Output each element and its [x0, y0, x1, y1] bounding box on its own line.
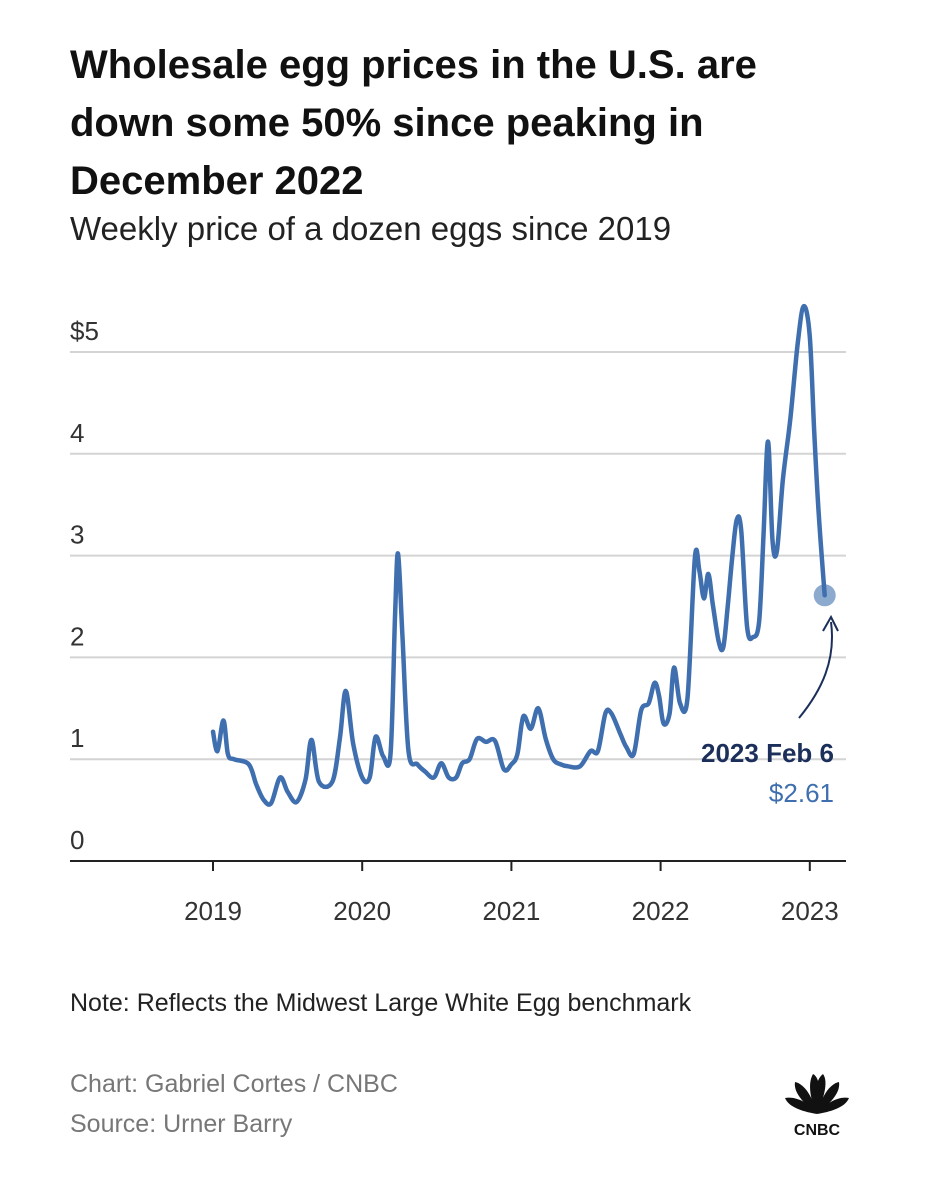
annotation-date: 2023 Feb 6: [701, 738, 834, 768]
chart-source: Source: Urner Barry: [70, 1110, 293, 1138]
x-tick-label: 2021: [482, 896, 540, 926]
x-tick-label: 2023: [781, 896, 839, 926]
y-axis-ticks: 0 1 2 3 4 $5: [70, 316, 99, 855]
y-tick-label: 1: [70, 723, 84, 753]
y-tick-label: 4: [70, 418, 84, 448]
x-tick-label: 2020: [333, 896, 391, 926]
annotation-arrow: [798, 621, 833, 719]
x-tick-label: 2022: [632, 896, 690, 926]
price-line: [210, 303, 827, 807]
cnbc-peacock-logo-icon: CNBC: [785, 1074, 849, 1139]
chart-note: Note: Reflects the Midwest Large White E…: [70, 989, 692, 1017]
y-tick-label: $5: [70, 316, 99, 346]
y-tick-label: 2: [70, 621, 84, 651]
arrow-head-icon: [822, 614, 839, 632]
latest-point-marker: [813, 584, 836, 607]
chart-title: Wholesale egg prices in the U.S. are dow…: [70, 43, 757, 203]
gridlines: [70, 351, 846, 761]
annotation-value: $2.61: [769, 778, 834, 808]
x-tick-label: 2019: [184, 896, 242, 926]
egg-price-chart: 0 1 2 3 4 $5 2019 2020 2021 2022 2023 2023 Feb 6 $…: [70, 303, 846, 926]
chart-subtitle: Weekly price of a dozen eggs since 2019: [70, 210, 672, 247]
logo-wordmark: CNBC: [794, 1122, 841, 1139]
chart-credit: Chart: Gabriel Cortes / CNBC: [70, 1070, 398, 1098]
series-layer: [210, 303, 827, 807]
y-tick-label: 3: [70, 520, 84, 550]
y-tick-label: 0: [70, 825, 84, 855]
x-axis: 2019 2020 2021 2022 2023: [70, 860, 846, 926]
annotation: 2023 Feb 6 $2.61: [701, 584, 839, 808]
